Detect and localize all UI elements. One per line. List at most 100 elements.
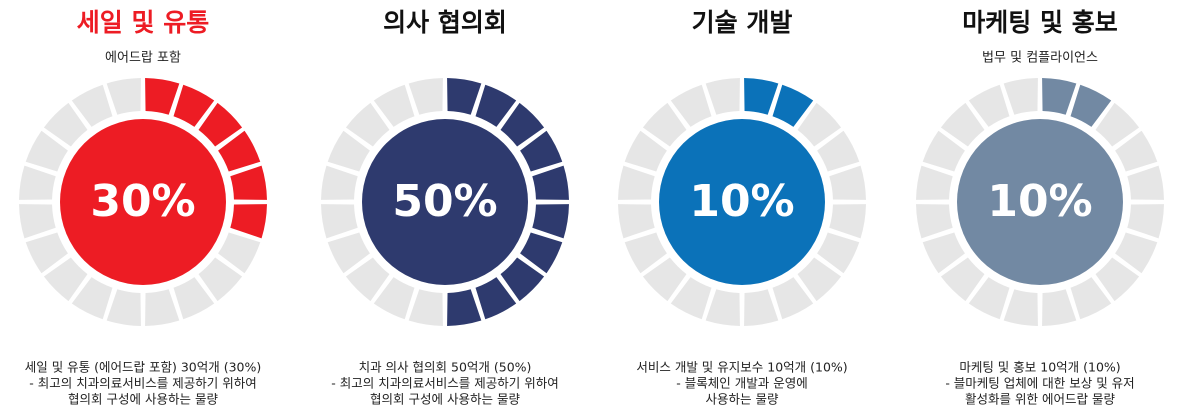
- description-line: 치과 의사 협의회 50억개 (50%): [359, 360, 532, 375]
- chart-title: 의사 협의회: [383, 8, 507, 37]
- center-disc: [957, 119, 1123, 285]
- empty-segment: [829, 204, 866, 239]
- filled-segment: [1042, 78, 1077, 115]
- empty-segment: [145, 289, 180, 326]
- description-line: 협의회 구성에 사용하는 물량: [370, 392, 520, 407]
- empty-segment: [624, 130, 667, 172]
- empty-segment: [198, 257, 243, 302]
- center-disc: [659, 119, 825, 285]
- empty-segment: [744, 289, 779, 326]
- empty-segment: [670, 84, 712, 127]
- description-line: - 최고의 치과의료서비스를 제공하기 위하여: [29, 376, 256, 391]
- chart-title: 기술 개발: [692, 8, 793, 37]
- filled-segment: [744, 78, 779, 115]
- empty-segment: [1003, 78, 1038, 115]
- description-line: 협의회 구성에 사용하는 물량: [68, 392, 218, 407]
- description-line: 서비스 개발 및 유지보수 10억개 (10%): [636, 360, 847, 375]
- filled-segment: [500, 257, 545, 302]
- empty-segment: [106, 289, 141, 326]
- empty-segment: [71, 277, 113, 320]
- filled-segment: [447, 289, 482, 326]
- center-disc: [60, 119, 226, 285]
- empty-segment: [25, 130, 68, 172]
- empty-segment: [797, 102, 842, 147]
- empty-segment: [106, 78, 141, 115]
- empty-segment: [408, 289, 443, 326]
- empty-segment: [345, 257, 390, 302]
- empty-segment: [829, 165, 866, 200]
- filled-segment: [532, 204, 569, 239]
- empty-segment: [1042, 289, 1077, 326]
- empty-segment: [1095, 102, 1140, 147]
- empty-segment: [624, 232, 667, 274]
- empty-segment: [1095, 257, 1140, 302]
- empty-segment: [922, 130, 965, 172]
- empty-segment: [218, 232, 261, 274]
- empty-segment: [817, 130, 860, 172]
- filled-segment: [520, 130, 563, 172]
- empty-segment: [1115, 232, 1158, 274]
- chart-title: 세일 및 유통: [77, 8, 209, 37]
- description-line: - 최고의 치과의료서비스를 제공하기 위하여: [331, 376, 558, 391]
- empty-segment: [968, 277, 1010, 320]
- center-value-label: 30%: [90, 176, 195, 227]
- empty-segment: [408, 78, 443, 115]
- empty-segment: [618, 204, 655, 239]
- empty-segment: [618, 165, 655, 200]
- empty-segment: [43, 102, 88, 147]
- empty-segment: [940, 257, 985, 302]
- filled-segment: [230, 204, 267, 239]
- filled-segment: [145, 78, 180, 115]
- filled-segment: [218, 130, 261, 172]
- chart-title: 마케팅 및 홍보: [962, 8, 1117, 37]
- empty-segment: [1127, 165, 1164, 200]
- description-line: 마케팅 및 홍보 10억개 (10%): [959, 360, 1120, 375]
- center-value-label: 50%: [392, 176, 497, 227]
- empty-segment: [71, 84, 113, 127]
- empty-segment: [670, 277, 712, 320]
- filled-segment: [532, 165, 569, 200]
- description-line: 활성화를 위한 에어드랍 물량: [965, 392, 1115, 407]
- empty-segment: [642, 257, 687, 302]
- empty-segment: [916, 204, 953, 239]
- filled-segment: [198, 102, 243, 147]
- empty-segment: [817, 232, 860, 274]
- empty-segment: [772, 277, 814, 320]
- empty-segment: [19, 165, 56, 200]
- empty-segment: [345, 102, 390, 147]
- empty-segment: [373, 84, 415, 127]
- center-value-label: 10%: [987, 176, 1092, 227]
- empty-segment: [321, 165, 358, 200]
- empty-segment: [705, 78, 740, 115]
- chart-subtitle: 법무 및 컴플라이언스: [982, 51, 1098, 66]
- empty-segment: [43, 257, 88, 302]
- center-value-label: 10%: [689, 176, 794, 227]
- empty-segment: [321, 204, 358, 239]
- empty-segment: [327, 130, 370, 172]
- empty-segment: [173, 277, 215, 320]
- description-line: - 블마케팅 업체에 대한 보상 및 유저: [945, 376, 1134, 391]
- description-line: 사용하는 물량: [706, 392, 779, 407]
- empty-segment: [25, 232, 68, 274]
- center-disc: [362, 119, 528, 285]
- filled-segment: [500, 102, 545, 147]
- filled-segment: [447, 78, 482, 115]
- empty-segment: [327, 232, 370, 274]
- empty-segment: [1127, 204, 1164, 239]
- empty-segment: [797, 257, 842, 302]
- empty-segment: [922, 232, 965, 274]
- empty-segment: [19, 204, 56, 239]
- filled-segment: [475, 277, 517, 320]
- description-line: - 블록체인 개발과 운영에: [676, 376, 807, 391]
- empty-segment: [1115, 130, 1158, 172]
- filled-segment: [520, 232, 563, 274]
- chart-subtitle: 에어드랍 포함: [105, 51, 181, 66]
- filled-segment: [475, 84, 517, 127]
- empty-segment: [1003, 289, 1038, 326]
- filled-segment: [173, 84, 215, 127]
- filled-segment: [230, 165, 267, 200]
- empty-segment: [705, 289, 740, 326]
- empty-segment: [940, 102, 985, 147]
- description-line: 세일 및 유통 (에어드랍 포함) 30억개 (30%): [25, 360, 262, 375]
